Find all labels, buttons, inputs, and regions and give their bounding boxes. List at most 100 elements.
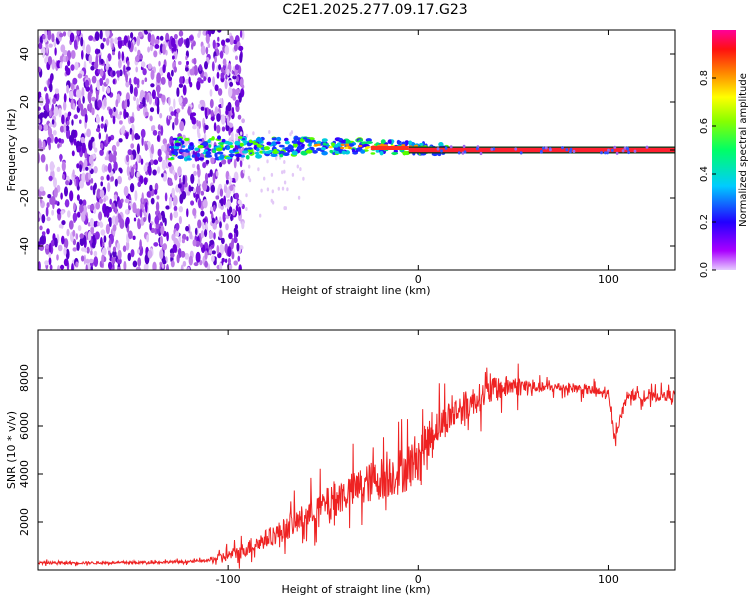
spectrogram-signal-cell: [304, 138, 312, 143]
spectrogram-noise-cell: [141, 91, 146, 97]
spectrogram-noise-cell: [41, 214, 46, 224]
spectrogram-noise-cell: [141, 192, 144, 204]
spectrogram-noise-cell: [198, 120, 201, 129]
spectrogram-noise-cell: [228, 232, 233, 240]
spectrogram-noise-cell: [157, 124, 161, 131]
spectrogram-noise-cell: [80, 36, 84, 47]
spectrogram-signal-cell: [234, 153, 242, 158]
spectrogram-noise-cell: [212, 39, 216, 49]
spectrogram-noise-cell: [100, 175, 104, 181]
spectrogram-noise-cell: [233, 158, 237, 169]
spectrogram-noise-cell: [185, 37, 190, 49]
spectrogram-noise-cell: [147, 165, 151, 173]
spectrogram-noise-cell: [100, 123, 105, 129]
spectrogram-noise-cell: [67, 111, 72, 117]
spectrogram-noise-cell: [193, 187, 196, 194]
spectrogram-noise-cell: [227, 101, 232, 112]
spectrogram-noise-cell: [87, 104, 90, 112]
spectrogram-faint-cell: [283, 169, 286, 174]
snr-x-ticks: -100 0 100: [216, 330, 619, 586]
spectrogram-signal-cell: [397, 140, 402, 144]
spectrogram-signal-cell: [197, 144, 204, 149]
spectrogram-noise-cell: [61, 161, 66, 172]
spectrogram-noise-cell: [209, 89, 213, 97]
spectrogram-fleck-cell: [615, 151, 619, 155]
spectrogram-noise-cell: [205, 221, 208, 231]
spectrogram-noise-cell: [71, 263, 74, 270]
spectrogram-noise-cell: [213, 232, 216, 240]
spectrogram-noise-cell: [210, 116, 215, 121]
spectrogram-noise-cell: [70, 64, 75, 71]
spectrogram-noise-cell: [56, 208, 62, 215]
spectrogram-noise-cell: [172, 169, 176, 176]
spectrogram-signal-cell: [256, 143, 262, 148]
spectrogram-noise-cell: [169, 212, 173, 221]
spectrogram-noise-cell: [125, 112, 129, 118]
spectrogram-noise-cell: [187, 266, 190, 270]
spectrogram-noise-cell: [96, 79, 100, 91]
spectrogram-noise-cell: [111, 144, 117, 153]
spectrogram-x-tick-label: 100: [598, 273, 619, 286]
spectrogram-noise-cell: [177, 38, 183, 47]
spectrogram-noise-cell: [85, 264, 88, 270]
spectrogram-noise-cell: [204, 107, 208, 118]
spectrogram-noise-cell: [158, 60, 161, 67]
spectrogram-signal-cell: [242, 137, 246, 141]
snr-series-line: [38, 363, 675, 569]
spectrogram-noise-cell: [168, 106, 174, 113]
spectrogram-noise-cell: [72, 247, 77, 252]
spectrogram-noise-cell: [152, 129, 158, 136]
spectrogram-noise-cell: [96, 188, 102, 199]
spectrogram-noise-cell: [89, 217, 94, 228]
spectrogram-noise-cell: [228, 86, 233, 98]
spectrogram-noise-cell: [90, 225, 95, 235]
spectrogram-noise-cell: [188, 76, 191, 85]
spectrogram-noise-cell: [128, 205, 131, 210]
spectrogram-signal-cell: [172, 137, 178, 141]
spectrogram-noise-cell: [93, 182, 97, 190]
spectrogram-noise-cell: [65, 180, 70, 186]
spectrogram-noise-cell: [154, 44, 160, 49]
spectrogram-signal-cell: [171, 150, 175, 154]
spectrogram-noise-cell: [186, 208, 189, 218]
spectrogram-noise-cell: [203, 76, 207, 82]
spectrogram-signal-cell: [211, 136, 215, 141]
spectrogram-noise-cell: [94, 31, 100, 41]
spectrogram-noise-cell: [38, 124, 43, 131]
spectrogram-noise-cell: [220, 204, 225, 210]
spectrogram-noise-cell: [229, 35, 234, 45]
spectrogram-noise-cell: [130, 154, 134, 161]
spectrogram-peak-cell: [345, 143, 350, 146]
spectrogram-signal-cell: [229, 145, 234, 148]
spectrogram-signal-cell: [255, 148, 260, 152]
snr-y-tick-label: 2000: [18, 508, 31, 536]
spectrogram-noise-cell: [162, 64, 166, 74]
spectrogram-noise-cell: [127, 149, 133, 156]
spectrogram-noise-cell: [238, 264, 242, 270]
spectrogram-noise-cell: [89, 84, 93, 93]
spectrogram-noise-cell: [219, 262, 223, 270]
spectrogram-noise-cell: [106, 37, 110, 46]
spectrogram-noise-cell: [168, 76, 173, 82]
spectrogram-noise-cell: [61, 114, 65, 125]
spectrogram-noise-cell: [69, 32, 75, 43]
spectrogram-noise-cell: [206, 186, 210, 192]
spectrogram-noise-cell: [76, 163, 80, 169]
spectrogram-noise-cell: [220, 198, 224, 207]
spectrogram-noise-cell: [149, 222, 152, 231]
snr-y-tick-label: 4000: [18, 460, 31, 488]
spectrogram-signal-cell: [225, 156, 233, 160]
spectrogram-noise-cell: [90, 250, 93, 256]
spectrogram-noise-cell: [160, 210, 165, 217]
colorbar-tick-label: 0.4: [699, 166, 710, 182]
spectrogram-noise-cell: [144, 143, 148, 151]
spectrogram-noise-cell: [173, 210, 179, 219]
spectrogram-noise-cell: [139, 239, 142, 251]
spectrogram-noise-cell: [117, 249, 122, 260]
spectrogram-noise-cell: [213, 204, 216, 211]
spectrogram-noise-cell: [225, 223, 229, 231]
spectrogram-noise-cell: [166, 264, 169, 270]
spectrogram-noise-cell: [40, 235, 45, 246]
colorbar-tick-label: 0.0: [699, 262, 710, 278]
spectrogram-signal-cell: [300, 150, 308, 156]
